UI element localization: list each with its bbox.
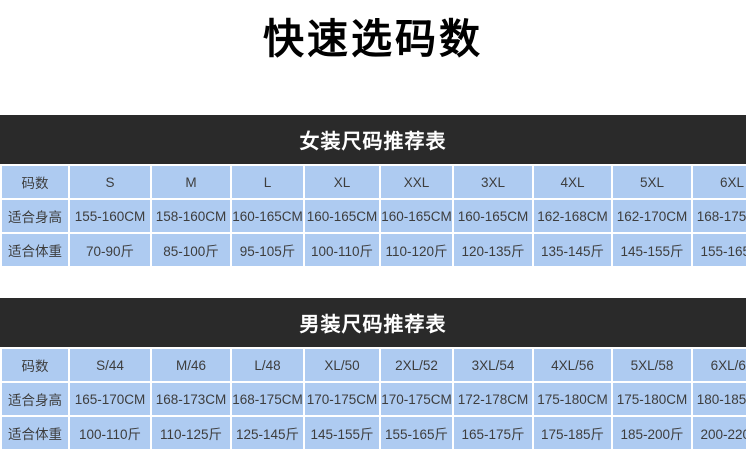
value-cell: 160-165CM [452, 198, 534, 234]
value-cell: 160-165CM [379, 198, 454, 234]
value-cell: 3XL [452, 164, 534, 200]
row-label-cell: 码数 [0, 164, 70, 200]
value-cell: 185-200斤 [611, 415, 693, 451]
women-table-wrap: 码数 S M L XL XXL 3XL 4XL 5XL 6XL 适合身高 155-160CM 158-1… [0, 164, 746, 268]
table-row: 适合体重 100-110斤 110-125斤 125-145斤 145-155斤 155-… [0, 415, 746, 451]
value-cell: 100-110斤 [303, 232, 381, 268]
men-size-table: 码数 S/44 M/46 L/48 XL/50 2XL/52 3XL/54 4XL/56 5XL… [0, 347, 746, 451]
row-label-cell: 适合体重 [0, 415, 70, 451]
value-cell: 125-145斤 [230, 415, 305, 451]
value-cell: 145-155斤 [611, 232, 693, 268]
value-cell: 162-168CM [532, 198, 613, 234]
men-table-wrap: 码数 S/44 M/46 L/48 XL/50 2XL/52 3XL/54 4XL/56 5XL… [0, 347, 746, 451]
value-cell: 162-170CM [611, 198, 693, 234]
row-label-cell: 适合体重 [0, 232, 70, 268]
value-cell: L [230, 164, 305, 200]
value-cell: 165-175斤 [452, 415, 534, 451]
men-size-section: 男装尺码推荐表 码数 S/44 M/46 L/48 XL/50 2XL/52 3XL/54 4… [0, 298, 746, 451]
value-cell: XL/50 [303, 347, 381, 383]
value-cell: 135-145斤 [532, 232, 613, 268]
men-table-title: 男装尺码推荐表 [299, 314, 447, 336]
value-cell: 175-180CM [611, 381, 693, 417]
value-cell: 172-178CM [452, 381, 534, 417]
value-cell: 110-125斤 [150, 415, 232, 451]
value-cell: 200-220斤 [691, 415, 746, 451]
women-table-title: 女装尺码推荐表 [299, 131, 447, 153]
value-cell: 120-135斤 [452, 232, 534, 268]
value-cell: 160-165CM [230, 198, 305, 234]
value-cell: 155-160CM [68, 198, 152, 234]
value-cell: 175-180CM [532, 381, 613, 417]
table-row: 适合体重 70-90斤 85-100斤 95-105斤 100-110斤 110-120斤… [0, 232, 746, 268]
row-label-cell: 码数 [0, 347, 70, 383]
value-cell: 155-165斤 [691, 232, 746, 268]
value-cell: 5XL [611, 164, 693, 200]
table-row: 码数 S M L XL XXL 3XL 4XL 5XL 6XL [0, 164, 746, 200]
women-size-section: 女装尺码推荐表 码数 S M L XL XXL 3XL 4XL 5XL 6XL 适合身高 155-16… [0, 115, 746, 268]
value-cell: 5XL/58 [611, 347, 693, 383]
value-cell: S [68, 164, 152, 200]
value-cell: XL [303, 164, 381, 200]
value-cell: 165-170CM [68, 381, 152, 417]
value-cell: 168-175CM [230, 381, 305, 417]
value-cell: 2XL/52 [379, 347, 454, 383]
value-cell: M [150, 164, 232, 200]
value-cell: 160-165CM [303, 198, 381, 234]
value-cell: 170-175CM [379, 381, 454, 417]
value-cell: 158-160CM [150, 198, 232, 234]
row-label-cell: 适合身高 [0, 198, 70, 234]
value-cell: 70-90斤 [68, 232, 152, 268]
value-cell: 6XL/60 [691, 347, 746, 383]
women-table-header: 女装尺码推荐表 [0, 115, 746, 164]
value-cell: 4XL [532, 164, 613, 200]
men-table-header: 男装尺码推荐表 [0, 298, 746, 347]
value-cell: 145-155斤 [303, 415, 381, 451]
value-cell: 95-105斤 [230, 232, 305, 268]
value-cell: 4XL/56 [532, 347, 613, 383]
value-cell: 180-185CM [691, 381, 746, 417]
page-title: 快速选码数 [263, 16, 483, 62]
value-cell: 100-110斤 [68, 415, 152, 451]
value-cell: 85-100斤 [150, 232, 232, 268]
table-row: 适合身高 155-160CM 158-160CM 160-165CM 160-165CM… [0, 198, 746, 234]
value-cell: L/48 [230, 347, 305, 383]
value-cell: 110-120斤 [379, 232, 454, 268]
value-cell: S/44 [68, 347, 152, 383]
value-cell: 168-175CM [691, 198, 746, 234]
value-cell: 170-175CM [303, 381, 381, 417]
table-row: 码数 S/44 M/46 L/48 XL/50 2XL/52 3XL/54 4XL/56 5XL… [0, 347, 746, 383]
value-cell: 3XL/54 [452, 347, 534, 383]
value-cell: 155-165斤 [379, 415, 454, 451]
value-cell: XXL [379, 164, 454, 200]
women-size-table: 码数 S M L XL XXL 3XL 4XL 5XL 6XL 适合身高 155-160CM 158-1… [0, 164, 746, 268]
value-cell: 6XL [691, 164, 746, 200]
value-cell: 175-185斤 [532, 415, 613, 451]
value-cell: 168-173CM [150, 381, 232, 417]
value-cell: M/46 [150, 347, 232, 383]
row-label-cell: 适合身高 [0, 381, 70, 417]
table-row: 适合身高 165-170CM 168-173CM 168-175CM 170-175CM… [0, 381, 746, 417]
